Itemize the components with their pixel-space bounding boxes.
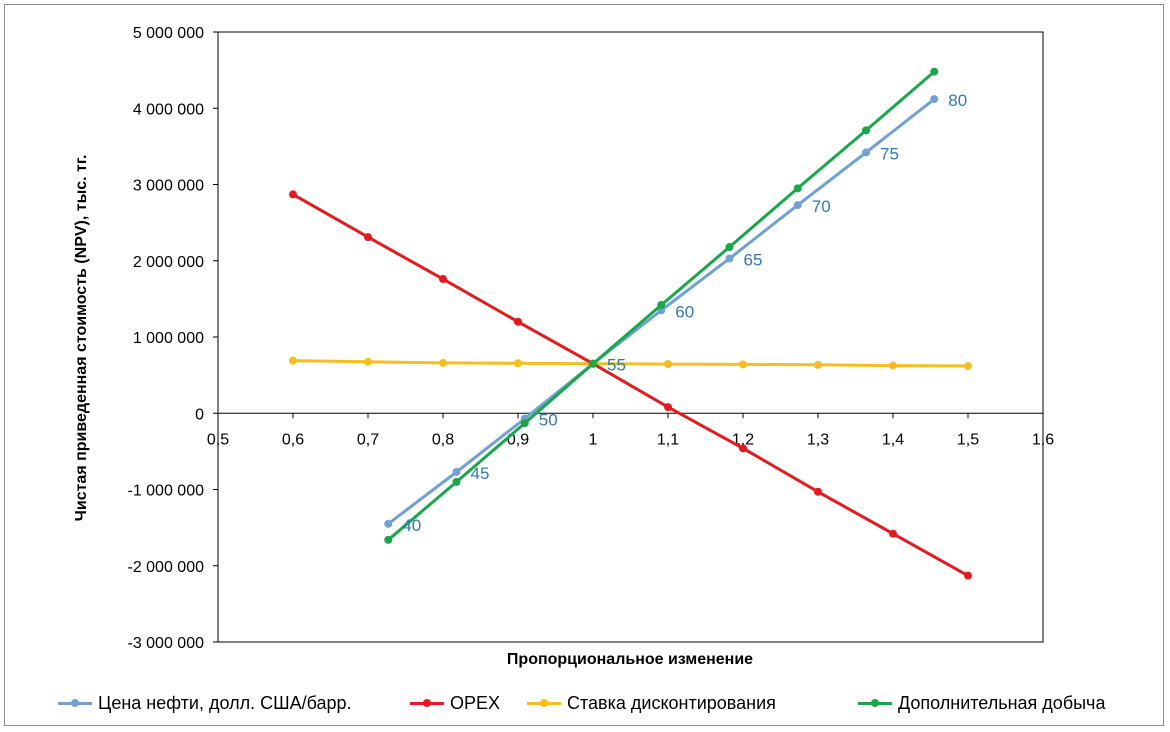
data-point-oil-price: [725, 254, 734, 263]
data-label-oil-price: 45: [471, 464, 490, 483]
data-point-opex: [514, 317, 522, 326]
x-tick-label: 0,8: [432, 431, 454, 448]
y-tick-label: 2 000 000: [133, 254, 204, 271]
data-label-oil-price: 50: [539, 411, 558, 430]
data-point-discount-rate: [664, 360, 672, 369]
legend-label-discount-rate: Ставка дисконтирования: [567, 692, 776, 713]
legend-dot: [540, 699, 548, 707]
y-tick-label: 4 000 000: [133, 101, 204, 118]
legend-item-oil-price: Цена нефти, долл. США/барр.: [58, 688, 352, 718]
data-point-discount-rate: [964, 361, 972, 370]
x-tick-label: 1,6: [1032, 431, 1054, 448]
data-point-additional-production: [930, 67, 939, 76]
data-point-opex: [664, 403, 672, 412]
data-point-opex: [289, 190, 297, 199]
data-point-discount-rate: [739, 360, 747, 369]
data-point-discount-rate: [289, 356, 297, 365]
x-tick-label: 0,6: [282, 431, 304, 448]
x-tick-label: 0,5: [207, 431, 229, 448]
data-point-oil-price: [793, 201, 802, 210]
legend-dot: [871, 699, 879, 707]
legend-marker-discount-rate: [527, 697, 561, 709]
data-point-discount-rate: [514, 359, 522, 368]
data-point-oil-price: [384, 519, 393, 528]
data-point-oil-price: [452, 467, 461, 476]
legend-item-additional-production: Дополнительная добыча: [858, 688, 1105, 718]
y-tick-label: -2 000 000: [127, 559, 204, 576]
x-tick-label: 1: [589, 431, 598, 448]
y-tick-label: 3 000 000: [133, 178, 204, 195]
legend-label-additional-production: Дополнительная добыча: [898, 692, 1106, 713]
y-tick-label: 5 000 000: [133, 25, 204, 42]
x-tick-label: 1,1: [657, 431, 679, 448]
y-tick-label: -1 000 000: [127, 483, 204, 500]
data-point-oil-price: [862, 148, 870, 157]
data-point-opex: [364, 233, 372, 242]
data-label-oil-price: 65: [744, 250, 763, 269]
legend-item-opex: OPEX: [410, 688, 500, 718]
series-line-discount-rate: [291, 359, 970, 368]
data-point-additional-production: [862, 126, 870, 135]
x-tick-label: 1,5: [957, 431, 979, 448]
data-point-additional-production: [589, 359, 597, 368]
x-tick-label: 1,4: [882, 431, 904, 448]
legend-marker-oil-price: [58, 697, 92, 709]
data-point-additional-production: [793, 184, 802, 193]
legend-label-oil-price: Цена нефти, долл. США/барр.: [98, 692, 352, 713]
y-axis-title: Чистая приведенная стоимость (NPV), тыс.…: [73, 155, 90, 522]
data-label-oil-price: 80: [948, 91, 967, 110]
y-tick-label: 1 000 000: [133, 330, 204, 347]
data-label-oil-price: 55: [607, 356, 626, 375]
chart-legend: Цена нефти, долл. США/барр. OPEX Ставка …: [0, 688, 1170, 718]
data-label-oil-price: 60: [675, 302, 694, 321]
y-tick-label: 0: [195, 406, 204, 423]
data-point-opex: [889, 529, 897, 538]
data-point-discount-rate: [814, 360, 822, 369]
legend-item-discount-rate: Ставка дисконтирования: [527, 688, 776, 718]
data-point-opex: [439, 275, 447, 284]
x-axis-title: Пропорциональное изменение: [507, 651, 753, 668]
legend-dot: [71, 699, 79, 707]
data-point-opex: [814, 487, 822, 496]
data-point-discount-rate: [364, 357, 372, 366]
legend-dot: [423, 699, 431, 707]
series-line-opex: [291, 192, 970, 578]
data-point-additional-production: [520, 419, 529, 428]
y-tick-label: -3 000 000: [127, 635, 204, 652]
data-point-opex: [739, 444, 747, 453]
data-label-oil-price: 70: [812, 197, 831, 216]
legend-label-opex: OPEX: [450, 692, 501, 713]
x-tick-label: 1,3: [807, 431, 829, 448]
x-tick-label: 0,7: [357, 431, 379, 448]
plot-area: [217, 31, 1044, 643]
legend-marker-additional-production: [858, 697, 892, 709]
data-point-additional-production: [657, 300, 666, 309]
data-label-oil-price: 40: [402, 516, 421, 535]
data-label-oil-price: 75: [880, 144, 899, 163]
legend-marker-opex: [410, 697, 444, 709]
data-point-additional-production: [384, 535, 393, 544]
data-point-additional-production: [452, 477, 461, 486]
data-point-opex: [964, 571, 972, 580]
data-point-oil-price: [930, 95, 939, 104]
data-point-discount-rate: [439, 358, 447, 367]
data-point-additional-production: [725, 243, 734, 252]
data-point-discount-rate: [889, 361, 897, 370]
